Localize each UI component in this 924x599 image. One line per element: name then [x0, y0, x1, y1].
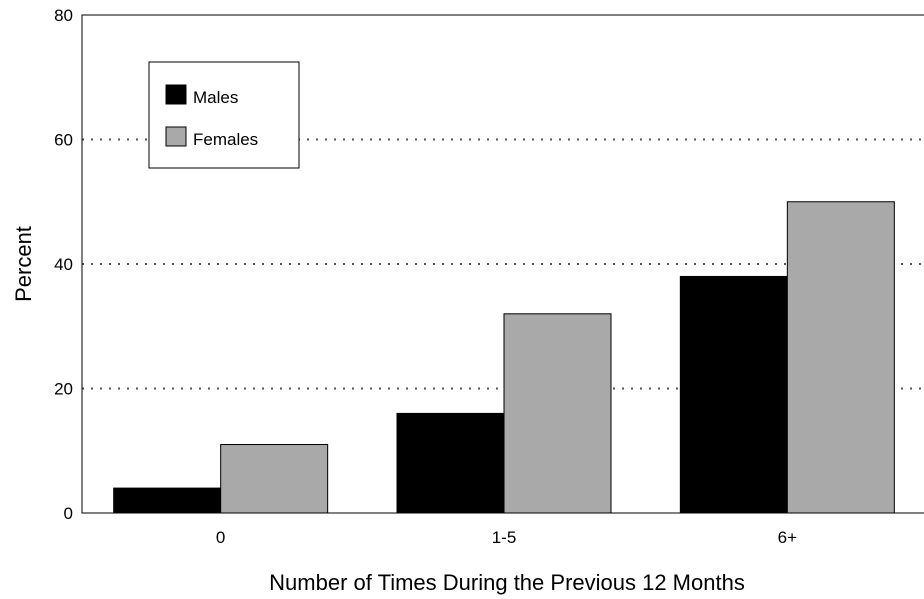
y-tick-label: 60 [54, 131, 73, 150]
plot-frame [81, 14, 924, 514]
legend-box [148, 61, 300, 169]
bar-females-1-5 [503, 313, 612, 514]
x-axis-ticks: 0 1-5 6+ [216, 528, 797, 547]
x-tick-label: 0 [216, 528, 225, 547]
legend-swatch-males [165, 84, 187, 105]
bar-males-0 [113, 487, 222, 514]
y-tick-label: 80 [54, 6, 73, 25]
legend-swatch-females [165, 126, 187, 147]
legend: Males Females [148, 61, 300, 169]
bar-males-6+ [679, 275, 788, 514]
y-axis-title: Percent [11, 226, 36, 302]
bar-females-0 [220, 444, 329, 514]
legend-label-males: Males [193, 88, 238, 107]
legend-label-females: Females [193, 130, 258, 149]
x-tick-label: 1-5 [492, 528, 517, 547]
bars [113, 201, 895, 514]
y-tick-label: 20 [54, 380, 73, 399]
y-tick-label: 40 [54, 255, 73, 274]
bar-males-1-5 [396, 412, 505, 514]
y-axis-ticks: 0 20 40 60 80 [54, 6, 73, 523]
x-axis-title: Number of Times During the Previous 12 M… [269, 570, 745, 595]
x-tick-label: 6+ [778, 528, 797, 547]
bar-females-6+ [786, 201, 895, 514]
y-tick-label: 0 [64, 504, 73, 523]
